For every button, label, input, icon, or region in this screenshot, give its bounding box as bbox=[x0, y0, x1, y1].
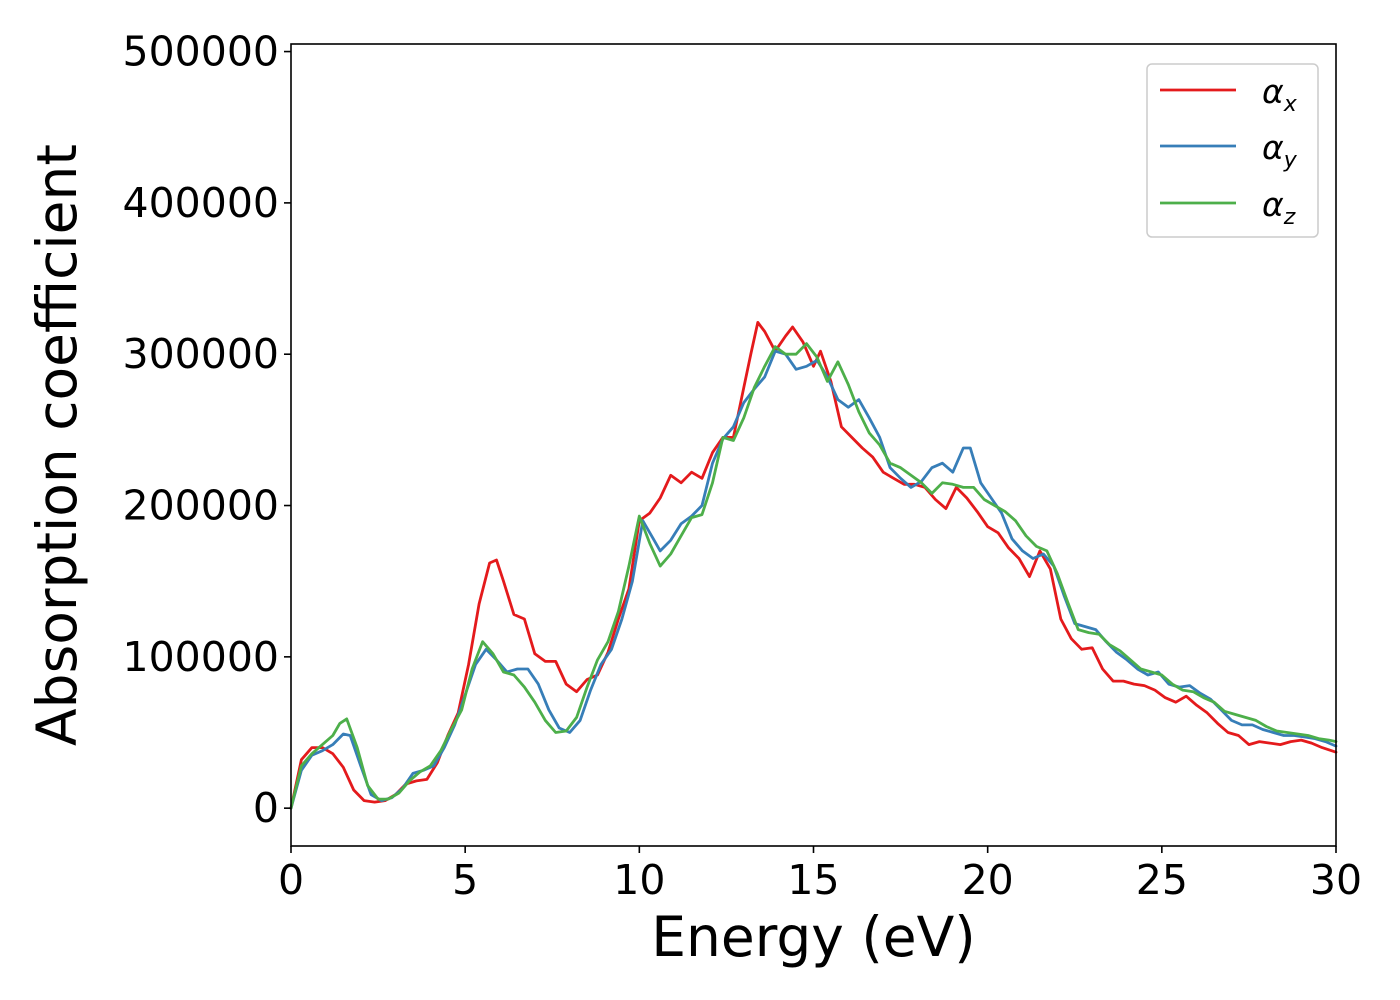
x-tick-label: 5 bbox=[452, 856, 478, 904]
legend-alpha-z-main: α bbox=[1262, 185, 1284, 224]
series-line-alpha-z bbox=[289, 342, 1338, 810]
legend-box bbox=[1146, 63, 1319, 238]
x-axis-title: Energy (eV) bbox=[651, 905, 975, 969]
y-axis-title: Absorption coefficient bbox=[25, 144, 89, 746]
x-axis: 0 5 10 15 20 25 30 bbox=[278, 846, 1362, 904]
legend: αx αy αz bbox=[1146, 63, 1319, 238]
series-line-alpha-x bbox=[289, 321, 1338, 810]
y-tick-label: 100000 bbox=[122, 633, 279, 681]
legend-alpha-x-sub: x bbox=[1283, 92, 1298, 117]
x-tick-label: 25 bbox=[1136, 856, 1188, 904]
y-tick-label: 300000 bbox=[122, 330, 279, 378]
legend-alpha-y-main: α bbox=[1262, 128, 1284, 167]
x-tick-label: 0 bbox=[278, 856, 304, 904]
legend-label-alpha-z: αz bbox=[1262, 185, 1296, 230]
x-tick-label: 20 bbox=[962, 856, 1014, 904]
y-tick-label: 200000 bbox=[122, 482, 279, 530]
series-layer bbox=[289, 321, 1338, 810]
x-tick-label: 15 bbox=[787, 856, 839, 904]
legend-alpha-z-sub: z bbox=[1283, 205, 1296, 230]
x-tick-label: 30 bbox=[1310, 856, 1362, 904]
legend-alpha-x-main: α bbox=[1262, 72, 1284, 111]
legend-alpha-y-sub: y bbox=[1283, 148, 1298, 173]
y-tick-label: 0 bbox=[253, 784, 279, 832]
y-axis: 0 100000 200000 300000 400000 500000 bbox=[122, 28, 291, 832]
y-tick-label: 500000 bbox=[122, 28, 279, 76]
legend-label-alpha-y: αy bbox=[1262, 128, 1298, 173]
legend-label-alpha-x: αx bbox=[1262, 72, 1298, 117]
y-tick-label: 400000 bbox=[122, 179, 279, 227]
x-tick-label: 10 bbox=[613, 856, 665, 904]
